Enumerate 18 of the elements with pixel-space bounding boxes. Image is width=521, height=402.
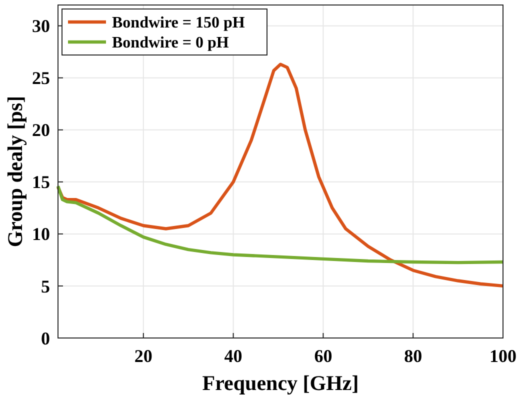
x-axis-title: Frequency [GHz] bbox=[202, 371, 359, 395]
line-series bbox=[56, 62, 505, 288]
legend-label: Bondwire = 0 pH bbox=[112, 34, 230, 52]
y-tick-label: 0 bbox=[41, 328, 50, 348]
y-tick-label: 10 bbox=[32, 224, 50, 244]
x-tick-label: 20 bbox=[134, 346, 152, 366]
y-tick-label: 30 bbox=[32, 16, 50, 36]
y-tick-label: 25 bbox=[32, 68, 50, 88]
y-tick-label: 20 bbox=[32, 120, 50, 140]
y-tick-label: 5 bbox=[41, 276, 50, 296]
y-axis-title: Group dealy [ps] bbox=[3, 96, 27, 248]
legend-label: Bondwire = 150 pH bbox=[112, 14, 246, 32]
line-series bbox=[56, 184, 505, 264]
x-tick-label: 80 bbox=[404, 346, 422, 366]
x-tick-label: 40 bbox=[224, 346, 242, 366]
x-tick-label: 60 bbox=[314, 346, 332, 366]
x-tick-label: 100 bbox=[490, 346, 516, 366]
y-tick-label: 15 bbox=[32, 172, 50, 192]
